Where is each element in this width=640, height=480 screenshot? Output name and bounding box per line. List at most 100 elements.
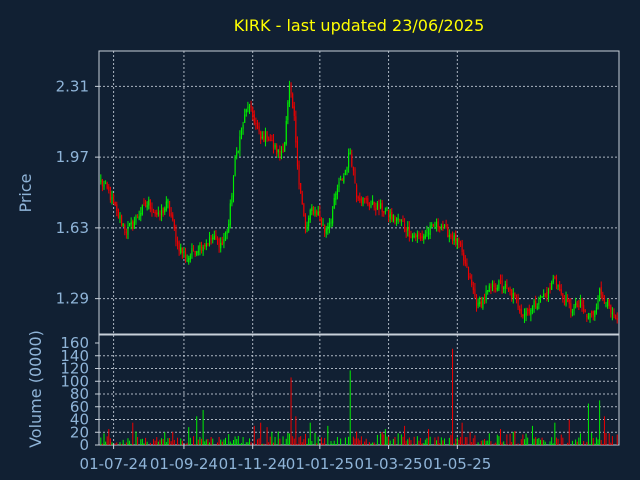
candle-body [314, 210, 316, 214]
candle-body [375, 208, 377, 211]
candle-body [482, 297, 484, 309]
candle-body [408, 226, 410, 237]
candle-body [237, 150, 239, 152]
candle-body [469, 276, 471, 278]
candle-body [156, 212, 158, 215]
candle-body [493, 283, 495, 288]
candle-body [260, 131, 262, 140]
candle-body [263, 135, 265, 142]
candle-body [210, 238, 212, 240]
candle-body [527, 309, 529, 311]
candle-body [453, 235, 455, 241]
candle-body [562, 293, 564, 300]
candle-body [224, 232, 227, 241]
candle-body [199, 244, 201, 250]
candle-body [232, 176, 235, 197]
candle-body [186, 260, 188, 262]
candle-body [519, 308, 521, 312]
candle-body [392, 214, 394, 222]
candle-body [154, 211, 156, 214]
candle-body [427, 233, 430, 235]
candle-body [282, 148, 284, 151]
candle-body [277, 149, 279, 153]
candle-body [216, 238, 219, 240]
candle-body [322, 223, 324, 226]
candle-body [111, 196, 113, 200]
candle-body [543, 294, 545, 297]
candle-body [608, 299, 610, 306]
candle-body [531, 305, 534, 311]
candle-body [357, 196, 359, 199]
candle-body [129, 222, 131, 226]
candle-body [204, 245, 206, 247]
candle-body [594, 310, 596, 317]
price-tick-label: 1.63 [56, 219, 89, 237]
candle-body [306, 224, 308, 230]
candle-body [175, 227, 177, 242]
candle-body [443, 224, 446, 228]
candle-body [292, 93, 294, 109]
candle-body [105, 183, 107, 185]
candle-body [533, 300, 535, 308]
price-grid [99, 51, 619, 334]
candle-body [328, 222, 330, 228]
candle-body [148, 199, 150, 206]
candle-body [100, 180, 102, 182]
candle-body [164, 208, 166, 213]
volume-tick-label: 0 [79, 436, 89, 454]
candle-body [196, 251, 198, 256]
candle-body [378, 204, 380, 210]
candle-body [344, 169, 346, 176]
candle-body [389, 213, 391, 219]
candle-body [362, 198, 364, 204]
candle-body [348, 153, 350, 168]
candle-body [439, 226, 441, 229]
candle-body [592, 310, 594, 316]
volume-grid [99, 335, 619, 445]
candle-body [290, 83, 292, 94]
candle-body [613, 313, 615, 317]
candle-body [535, 300, 537, 307]
candle-body [272, 139, 275, 149]
candle-body [359, 197, 361, 201]
candle-body [308, 217, 310, 227]
candle-body [162, 208, 164, 214]
candle-body [595, 307, 597, 313]
candle-body [274, 145, 276, 148]
candle-body [367, 198, 369, 205]
candle-body [346, 167, 348, 172]
candle-body [143, 203, 145, 205]
candle-body [511, 289, 513, 298]
candle-body [475, 297, 478, 307]
candle-body [616, 318, 618, 321]
candle-body [256, 123, 259, 129]
candle-body [255, 123, 257, 125]
candle-body [504, 284, 506, 289]
candle-body [145, 201, 147, 207]
candle-body [507, 288, 510, 290]
volume-tick-label: 20 [70, 423, 89, 441]
candle-body [522, 314, 524, 316]
candle-body [464, 259, 466, 264]
candle-body [141, 204, 143, 215]
candle-body [356, 185, 358, 197]
candle-body [419, 236, 422, 238]
candle-body [373, 201, 375, 208]
price-panel: 2.31 1.97 1.63 1.29 Price [16, 50, 620, 335]
candle-body [611, 312, 613, 315]
candle-body [399, 219, 401, 221]
candle-body [268, 138, 270, 141]
candle-body [603, 298, 605, 304]
candle-body [586, 314, 588, 318]
candle-body [296, 140, 299, 167]
candle-body [418, 233, 420, 237]
volume-tick-label: 80 [70, 385, 89, 403]
candle-body [132, 221, 134, 228]
candle-body [525, 311, 527, 316]
price-tick-label: 1.97 [56, 148, 89, 166]
candle-body [467, 267, 470, 278]
candle-body [451, 235, 454, 242]
candle-body [404, 223, 406, 229]
candle-body [466, 263, 468, 267]
volume-tick-label: 120 [60, 360, 89, 378]
